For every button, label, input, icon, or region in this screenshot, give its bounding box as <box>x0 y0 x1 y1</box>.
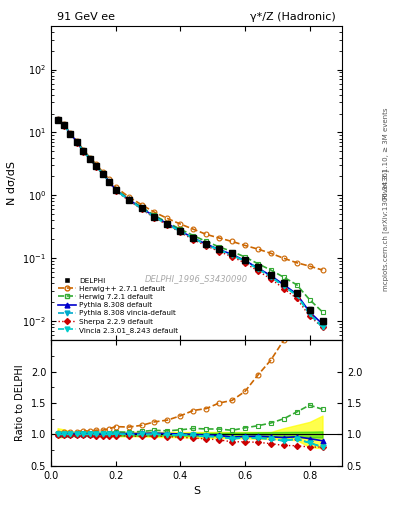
Y-axis label: N dσ/dS: N dσ/dS <box>7 161 17 205</box>
X-axis label: S: S <box>193 486 200 496</box>
Text: mcplots.cern.ch [arXiv:1306.3436]: mcplots.cern.ch [arXiv:1306.3436] <box>382 169 389 291</box>
Text: DELPHI_1996_S3430090: DELPHI_1996_S3430090 <box>145 274 248 284</box>
Legend: DELPHI, Herwig++ 2.7.1 default, Herwig 7.2.1 default, Pythia 8.308 default, Pyth: DELPHI, Herwig++ 2.7.1 default, Herwig 7… <box>55 274 181 336</box>
Y-axis label: Ratio to DELPHI: Ratio to DELPHI <box>15 365 25 441</box>
Text: 91 GeV ee: 91 GeV ee <box>57 12 115 23</box>
Text: γ*/Z (Hadronic): γ*/Z (Hadronic) <box>250 12 336 23</box>
Text: Rivet 3.1.10, ≥ 3M events: Rivet 3.1.10, ≥ 3M events <box>383 108 389 199</box>
